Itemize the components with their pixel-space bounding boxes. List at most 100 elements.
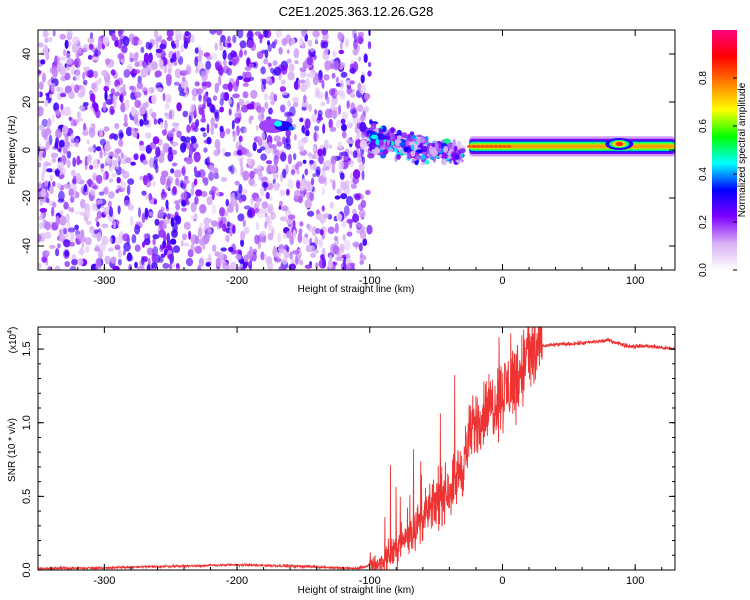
spectrogram-cell	[340, 193, 348, 200]
spectrogram-cell	[211, 191, 215, 201]
spectrogram-cell	[280, 104, 286, 113]
spectrogram-cell	[263, 30, 269, 38]
spectrogram-cell	[283, 142, 287, 149]
spectrogram-cell	[307, 210, 315, 217]
spectrogram-cell	[235, 77, 240, 87]
spectrogram-cell	[168, 262, 173, 270]
spectrogram-cell	[415, 149, 423, 153]
spectrogram-cell	[303, 94, 307, 103]
spectrogram-cell	[96, 210, 102, 219]
spectrogram-cell	[108, 200, 112, 209]
spectrogram-cell	[322, 147, 327, 157]
spectrogram-cell	[281, 37, 288, 47]
spectrogram-cell	[104, 255, 111, 265]
spectrogram-cell	[343, 154, 350, 163]
spectrogram-cell	[288, 63, 295, 73]
spectrogram-cell	[218, 75, 222, 86]
spectrogram-cell	[38, 42, 44, 48]
spectrogram-cell	[358, 36, 364, 45]
spectrogram-cell	[304, 199, 312, 209]
spectrogram-cell	[281, 258, 288, 265]
spectrogram-cell	[206, 156, 211, 164]
spectrogram-cell	[117, 205, 121, 215]
spectrogram-cell	[285, 138, 289, 144]
spectrogram-cell	[62, 145, 68, 155]
spectrogram-cell	[312, 30, 320, 38]
snr-xlabel: Height of straight line (km)	[298, 585, 415, 596]
spectrogram-cell	[407, 133, 412, 139]
spectrogram-cell	[194, 196, 199, 205]
spectrogram-cell	[125, 126, 133, 137]
spectrogram-cell	[55, 215, 60, 226]
spectrogram-cell	[97, 36, 102, 47]
spectrogram-cell	[312, 75, 319, 86]
spectrogram-cell	[367, 61, 372, 68]
spectrogram-cell	[181, 233, 188, 241]
spectrogram-cell	[85, 220, 92, 226]
spectrogram-cell	[325, 166, 330, 171]
spectrogram-cell	[119, 86, 123, 93]
spectrogram-cell	[282, 168, 287, 179]
spectrogram-cell	[358, 203, 364, 211]
spectrogram-cell	[172, 187, 177, 193]
spectrogram-cell	[71, 42, 78, 54]
spectrogram-cell	[255, 124, 259, 131]
spectrogram-cell	[76, 111, 81, 119]
spectrogram-cell	[108, 134, 113, 140]
spectrogram-cell	[246, 250, 253, 260]
spectrogram-cell	[234, 117, 241, 124]
spectrogram-cell	[133, 114, 139, 125]
spectrogram-cell	[87, 178, 92, 188]
spectrogram-cell	[277, 232, 282, 243]
spectrogram-cell	[224, 151, 232, 157]
spectrogram-cell	[358, 209, 366, 218]
spectrogram-cell	[327, 226, 335, 235]
spectrogram-cell	[390, 141, 396, 146]
spectrogram-cell	[124, 113, 128, 125]
spectrogram-cell	[346, 262, 354, 270]
spectrogram-cell	[118, 95, 123, 102]
spectrogram-cell	[447, 142, 453, 150]
spectrogram-cell	[285, 128, 291, 138]
spectrogram-cell	[64, 39, 69, 49]
y-tick-label: -20	[21, 190, 33, 206]
spectrogram-cell	[168, 110, 172, 119]
spectrogram-cell	[331, 87, 338, 99]
spectrogram-cell	[403, 146, 409, 153]
spectrogram-cell	[305, 129, 310, 137]
spectrogram-cell	[292, 219, 296, 230]
spectrogram-cell	[99, 149, 103, 159]
spectrogram-cell	[59, 215, 67, 226]
spectrogram-cell	[265, 192, 270, 200]
spectrogram-cell	[111, 173, 116, 177]
spectrogram-cell	[110, 88, 116, 95]
spectrogram-cell	[57, 198, 65, 203]
spectrogram-cell	[186, 124, 191, 133]
spectrogram-cell	[153, 118, 158, 125]
spectrogram-cell	[103, 207, 110, 216]
spectrogram-cell	[421, 146, 429, 152]
spectrogram-cell	[143, 52, 149, 63]
y-tick-label: 0	[21, 147, 33, 153]
spectrogram-cell	[149, 42, 153, 49]
spectrogram-cell	[115, 165, 120, 170]
spectrogram-cell	[130, 57, 134, 63]
spectrogram-cell	[420, 154, 426, 161]
spectrogram-cell	[292, 229, 297, 240]
spectrogram-cell	[114, 40, 119, 48]
spectrogram-cell	[299, 67, 307, 72]
spectrogram-cell	[347, 160, 355, 165]
spectrogram-cell	[220, 34, 226, 43]
spectrogram-cell	[247, 152, 253, 158]
spectrogram-xlabel: Height of straight line (km)	[298, 284, 415, 295]
spectrogram-cell	[352, 241, 360, 248]
spectrogram-cell	[122, 233, 129, 242]
spectrogram-cell	[280, 172, 283, 183]
spectrogram-cell	[287, 71, 295, 81]
spectrogram-cell	[109, 151, 115, 156]
spectrogram-cell	[38, 106, 44, 117]
spectrogram-cell	[324, 160, 332, 169]
spectrogram-cell	[220, 216, 227, 225]
spectrogram-cell	[304, 233, 309, 238]
spectrogram-cell	[278, 265, 285, 270]
